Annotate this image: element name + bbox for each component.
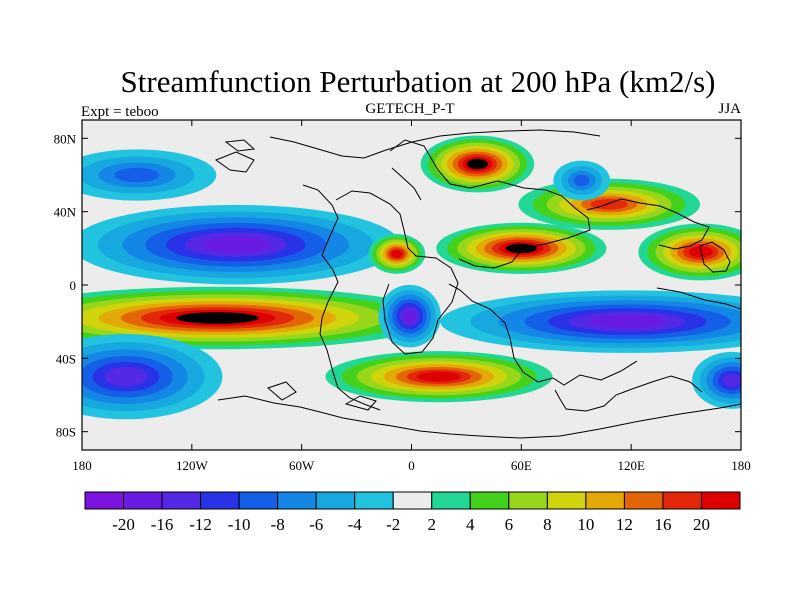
colorbar-label: -2 — [386, 515, 400, 534]
contour-southern-indian-low — [692, 351, 741, 409]
x-tick-label: 180 — [731, 458, 751, 473]
colorbar-label: -4 — [348, 515, 363, 534]
x-tick-label: 180 — [72, 458, 92, 473]
contour-south-pacific-low — [82, 334, 223, 420]
plot-area — [82, 120, 741, 450]
colorbar-box — [238, 491, 279, 510]
chart-title: Streamfunction Perturbation at 200 hPa (… — [121, 64, 716, 99]
colorbar-box — [277, 491, 317, 510]
contour-band — [114, 167, 160, 183]
x-tick-label: 60W — [289, 458, 315, 473]
colorbar-box — [315, 491, 356, 510]
contour-band — [391, 249, 403, 258]
colorbar-label: 2 — [428, 515, 437, 534]
contour-band — [722, 373, 741, 387]
contour-band — [466, 158, 488, 170]
x-tick-label: 0 — [408, 458, 415, 473]
colorbar-label: -10 — [228, 515, 251, 534]
colorbar-label: 6 — [505, 515, 514, 534]
y-tick-label: 80S — [56, 425, 76, 440]
contour-northern-subtropical-low — [82, 204, 401, 285]
contour-band — [104, 367, 148, 387]
contour-band — [176, 312, 259, 324]
colorbar-box — [392, 491, 433, 510]
contour-band — [688, 246, 713, 258]
colorbar-box — [585, 491, 625, 510]
contour-northeast-pacific-low — [82, 149, 217, 201]
colorbar-box — [123, 491, 163, 510]
colorbar-box — [200, 491, 240, 510]
contour-arctic-high — [420, 135, 535, 193]
colorbar-box — [161, 491, 202, 510]
colorbar-label: 4 — [466, 515, 475, 534]
contour-band — [588, 315, 667, 329]
contour-band — [573, 174, 590, 187]
contour-southern-ocean-high — [325, 351, 553, 403]
y-tick-label: 0 — [70, 278, 77, 293]
x-tick-label: 60E — [511, 458, 532, 473]
colorbar-box — [623, 491, 664, 510]
x-tick-label: 120W — [176, 458, 209, 473]
left-label: Expt = teboo — [81, 104, 159, 120]
colorbar-label: -12 — [189, 515, 212, 534]
colorbar-box — [469, 491, 510, 510]
colorbar-label: -16 — [151, 515, 174, 534]
contour-band — [505, 243, 538, 254]
colorbar-box — [700, 491, 741, 510]
colorbar-box — [354, 491, 394, 510]
colorbar-box — [546, 491, 587, 510]
contour-southern-subtropical-low — [440, 290, 741, 353]
center-label: GETECH_P-T — [365, 101, 454, 117]
contour-asian-high — [436, 222, 607, 274]
contour-south-atlantic-low — [378, 284, 441, 348]
colorbar-label: -8 — [271, 515, 285, 534]
y-tick-label: 40N — [54, 205, 77, 220]
axis-ticks: 180 120W 60W 0 60E 120E 180 80N 40N 0 40S 80S — [54, 120, 751, 473]
contour-band — [201, 236, 270, 253]
right-label: JJA — [718, 101, 741, 117]
contour-east-asian-high — [518, 178, 700, 230]
contour-layer — [82, 135, 741, 420]
colorbar-label: 20 — [693, 515, 710, 534]
colorbar-label: 10 — [577, 515, 594, 534]
colorbar-label: -20 — [112, 515, 135, 534]
colorbar-label: 8 — [543, 515, 552, 534]
contour-southern-subtropical-high — [82, 286, 439, 350]
colorbar-label: 16 — [654, 515, 671, 534]
contour-band — [416, 371, 462, 382]
contour-north-pacific-high — [638, 223, 741, 281]
contour-north-atlantic-high — [368, 233, 426, 274]
contour-siberian-low — [553, 160, 611, 201]
colorbar: -20 -16 -12 -10 -8 -6 -4 -2 2 4 6 8 10 12 16 20 — [84, 491, 741, 534]
x-tick-label: 120E — [617, 458, 645, 473]
contour-band — [403, 309, 417, 323]
colorbar-box — [431, 491, 471, 510]
colorbar-box — [84, 491, 125, 510]
y-tick-label: 40S — [56, 351, 76, 366]
colorbar-box — [662, 491, 702, 510]
colorbar-label: 12 — [616, 515, 633, 534]
y-tick-label: 80N — [54, 131, 77, 146]
colorbar-label: -6 — [309, 515, 323, 534]
colorbar-box — [508, 491, 548, 510]
coastlines — [214, 129, 741, 439]
